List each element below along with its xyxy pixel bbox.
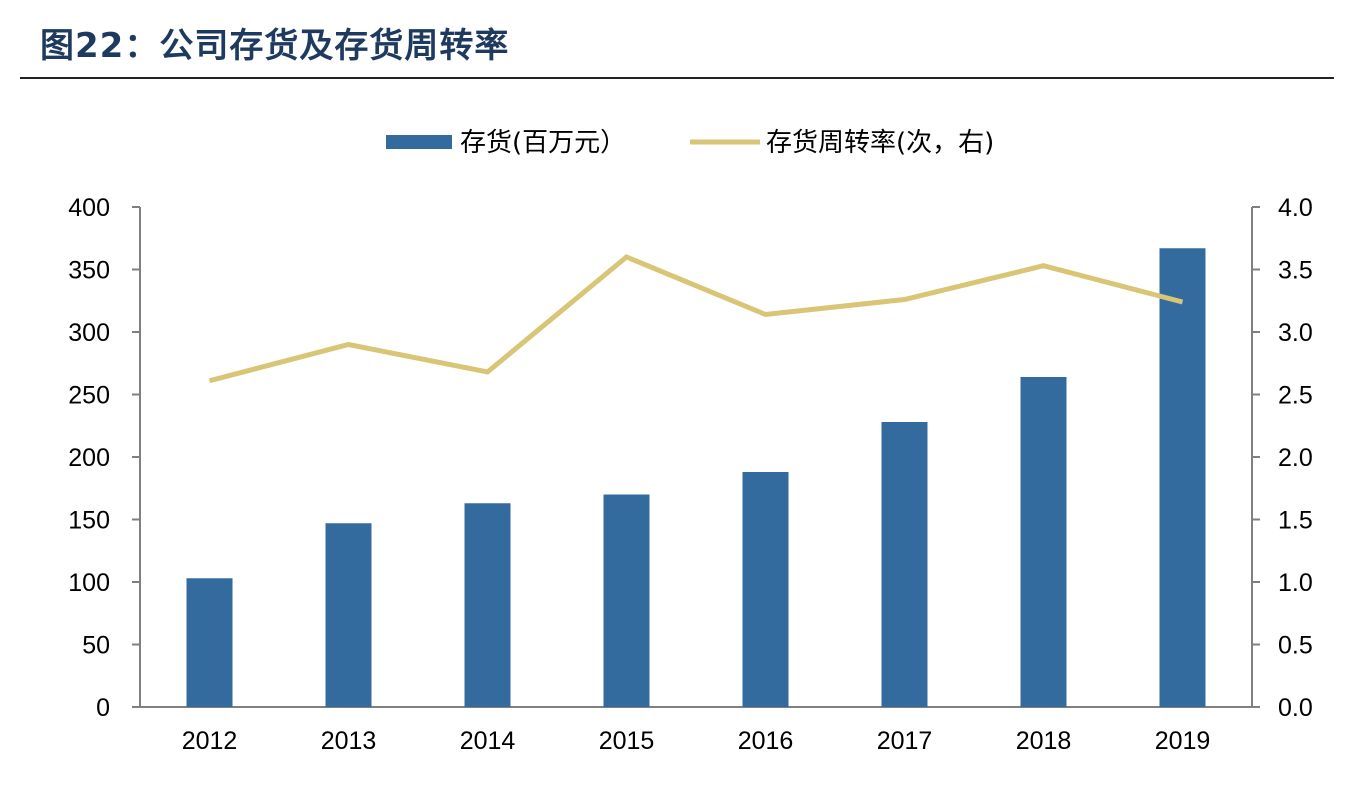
bar-series <box>186 248 1206 707</box>
legend-label-turnover: 存货周转率(次，右) <box>766 128 994 158</box>
right-tick-label: 2.0 <box>1278 444 1313 472</box>
x-tick-label: 2019 <box>1155 727 1211 755</box>
line-series <box>208 254 1184 384</box>
right-tick-label: 2.5 <box>1278 382 1313 410</box>
legend-label-inventory: 存货(百万元） <box>460 128 626 158</box>
x-tick-label: 2018 <box>1016 727 1072 755</box>
left-tick-label: 150 <box>68 507 110 535</box>
legend: 存货(百万元） 存货周转率(次，右) <box>386 128 994 158</box>
bar-2017 <box>881 422 928 707</box>
title-divider <box>20 77 1334 79</box>
x-tick-label: 2012 <box>182 727 238 755</box>
left-tick-label: 50 <box>82 632 110 660</box>
x-tick-label: 2015 <box>599 727 655 755</box>
x-tick-label: 2017 <box>877 727 933 755</box>
right-tick-label: 0.0 <box>1278 694 1313 722</box>
bar-2018 <box>1020 377 1067 707</box>
bar-2012 <box>186 578 233 707</box>
x-tick-label: 2014 <box>460 727 516 755</box>
x-tick-label: 2013 <box>321 727 377 755</box>
left-tick-label: 250 <box>68 382 110 410</box>
bar-2016 <box>742 472 789 707</box>
bar-2014 <box>464 503 511 707</box>
bar-2019 <box>1159 248 1206 707</box>
right-tick-label: 0.5 <box>1278 632 1313 660</box>
left-tick-label: 400 <box>68 194 110 222</box>
left-tick-label: 350 <box>68 257 110 285</box>
chart-title: 图22：公司存货及存货周转率 <box>40 26 510 66</box>
turnover-line <box>208 254 1184 384</box>
right-tick-label: 4.0 <box>1278 194 1313 222</box>
right-tick-label: 1.5 <box>1278 507 1313 535</box>
axes: 0 50 100 150 200 250 300 350 400 0.0 0.5 1.0 1.5 2.0 2… <box>68 194 1312 755</box>
bar-2013 <box>325 523 372 707</box>
left-tick-label: 100 <box>68 569 110 597</box>
left-tick-label: 300 <box>68 319 110 347</box>
legend-swatch-bar <box>386 135 452 149</box>
left-tick-label: 0 <box>96 694 110 722</box>
bar-2015 <box>603 494 650 707</box>
right-tick-label: 1.0 <box>1278 569 1313 597</box>
right-tick-label: 3.5 <box>1278 257 1313 285</box>
x-tick-label: 2016 <box>738 727 794 755</box>
left-tick-label: 200 <box>68 444 110 472</box>
right-tick-label: 3.0 <box>1278 319 1313 347</box>
